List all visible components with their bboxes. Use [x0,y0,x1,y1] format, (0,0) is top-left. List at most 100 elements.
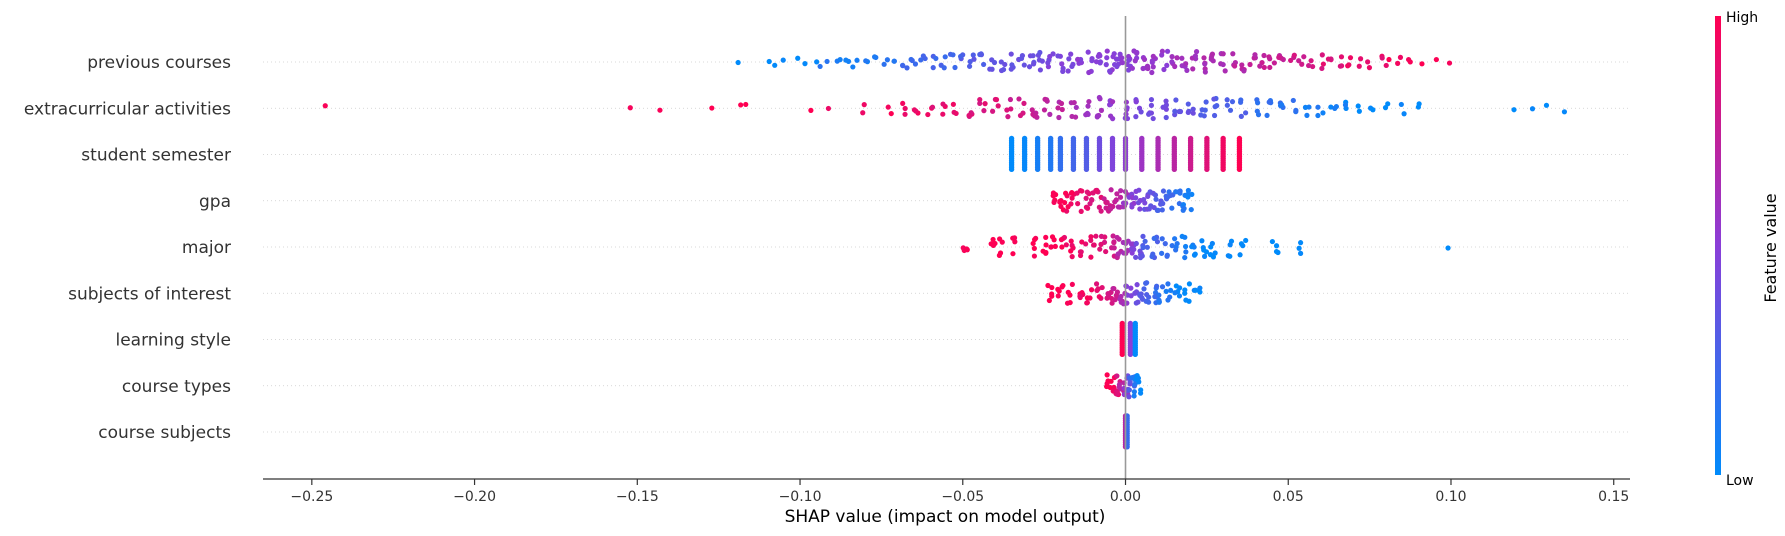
shap-point [1174,240,1180,247]
shap-point [1105,378,1111,384]
shap-point [1137,206,1143,212]
shap-point [1048,244,1054,250]
shap-point [1261,52,1267,59]
shap-point [1008,106,1014,112]
shap-point [1293,107,1299,113]
shap-point [1183,249,1189,255]
shap-point [1291,52,1297,58]
shap-point [1034,166,1041,172]
shap-point [990,236,996,243]
shap-point [900,63,906,69]
shap-point [1222,68,1228,74]
feature-label: learning style [115,331,231,351]
shap-point [1511,107,1517,113]
shap-point [1266,99,1272,105]
shap-point [1398,101,1404,108]
shap-point [1267,56,1273,62]
shap-point [1058,237,1065,243]
shap-point [1114,234,1120,241]
shap-point [1073,104,1079,111]
shap-point [1182,254,1188,261]
shap-point [1153,196,1159,202]
shap-point [970,52,976,58]
shap-point [1238,113,1244,119]
shap-point [1012,239,1018,245]
shap-point [1179,55,1185,61]
shap-point [1134,282,1140,288]
shap-point [1257,63,1263,69]
shap-point [1144,244,1150,250]
shap-point [990,242,996,249]
shap-point [1255,100,1261,106]
shap-point [1150,115,1156,122]
shap-point [1127,379,1133,385]
shap-point [885,104,891,110]
shap-point [1192,287,1199,293]
shap-point [1098,241,1104,247]
shap-point [1089,55,1095,62]
shap-point [1138,387,1144,393]
shap-point [1382,105,1389,111]
shap-point [1211,96,1217,102]
shap-point [1059,106,1065,113]
shap-point [1097,59,1104,65]
shap-point [1177,188,1183,194]
shap-point [1220,51,1226,57]
shap-point [977,100,983,107]
shap-point [1133,98,1139,104]
shap-point [1159,52,1165,58]
shap-point [1140,244,1146,251]
shap-point [1164,62,1170,68]
shap-point [929,104,936,110]
shap-point [1049,291,1055,297]
shap-point [1315,112,1321,119]
shap-point [1199,107,1205,113]
shap-point [1197,289,1203,295]
shap-point [1299,61,1305,67]
shap-point [1416,101,1422,107]
shap-point [1319,65,1325,72]
shap-point [1111,240,1117,246]
shap-point [1156,292,1162,298]
x-tick-label: −0.25 [290,489,333,505]
shap-point [1319,52,1325,58]
shap-point [1201,253,1208,259]
shap-point [1267,64,1273,71]
shap-point [1069,190,1075,196]
shap-point [1064,300,1071,306]
shap-point [1144,280,1150,286]
shap-point [1264,112,1270,119]
shap-point [1010,251,1016,257]
shap-point [1126,57,1132,63]
shap-point [1026,64,1033,70]
shap-point [1078,208,1084,215]
shap-point [1179,63,1185,69]
shap-point [1144,63,1151,69]
shap-point [1149,69,1155,76]
x-tick-label: 0.10 [1435,489,1466,505]
shap-point [1099,284,1105,291]
shap-point [1164,252,1170,258]
shap-point [1132,351,1138,357]
shap-point [1192,53,1199,59]
shap-point [1103,248,1109,255]
shap-point [1180,207,1186,213]
shap-point [1145,193,1151,200]
shap-point [1017,112,1024,119]
feature-label: gpa [199,192,231,212]
shap-point [1169,59,1175,65]
shap-point [766,58,772,65]
shap-point [1062,199,1068,206]
shap-point [1047,166,1054,172]
shap-point [854,57,860,63]
shap-point [1059,61,1065,67]
shap-point [1182,243,1189,250]
shap-point [991,59,998,66]
shap-point [1241,68,1247,74]
shap-point [918,57,924,63]
shap-point [1066,56,1072,62]
shap-point [1029,107,1035,113]
shap-point [1011,235,1018,241]
shap-point [1273,248,1280,255]
shap-point [995,103,1001,109]
